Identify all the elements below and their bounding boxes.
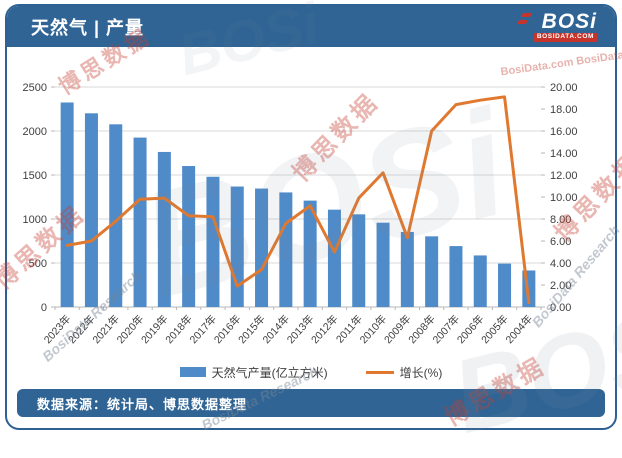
left-tick-label: 0	[41, 302, 47, 314]
logo-text: BOSi	[541, 10, 597, 34]
legend-label-production: 天然气产量(亿立方米)	[211, 365, 328, 380]
x-label-2004年: 2004年	[503, 312, 535, 346]
footer-bar: 数据来源：统计局、博思数据整理	[17, 389, 605, 417]
header-bar: 天然气 | 产量 BOSi BOSIDATA.COM	[7, 6, 615, 47]
bar-series-swatch	[179, 367, 206, 377]
left-axis: 0 500 1000 1500 2000 2500	[23, 82, 55, 314]
bar-2019年	[157, 151, 171, 307]
line-series-swatch	[365, 370, 394, 374]
right-tick-label: 0.00	[550, 302, 571, 314]
left-tick-label: 1500	[23, 170, 47, 182]
x-axis-labels: 2023年2022年2021年2020年2019年2018年2017年2016年…	[41, 312, 535, 346]
left-tick-label: 2500	[23, 82, 47, 94]
bar-2008年	[425, 236, 439, 307]
bar-2016年	[230, 186, 244, 307]
left-tick-label: 2000	[23, 126, 47, 138]
right-tick-label: 14.00	[550, 148, 578, 160]
bar-2011年	[352, 214, 366, 307]
bar-2018年	[182, 166, 196, 307]
right-tick-label: 8.00	[550, 214, 571, 226]
right-tick-label: 2.00	[550, 280, 571, 292]
bar-2012年	[327, 209, 341, 307]
x-axis-ticks	[54, 307, 542, 310]
legend-item-production: 天然气产量(亿立方米)	[179, 364, 328, 381]
bar-2007年	[449, 246, 463, 307]
bar-2017年	[206, 176, 220, 307]
right-axis: 0.00 2.00 4.00 6.00 8.00 10.00 12.00 14.00 16.00…	[541, 82, 578, 314]
right-tick-label: 4.00	[550, 258, 571, 270]
bar-2009年	[400, 231, 414, 307]
right-tick-label: 18.00	[550, 104, 578, 116]
right-tick-label: 6.00	[550, 236, 571, 248]
left-tick-label: 500	[29, 258, 47, 270]
logo-accent-icon	[516, 20, 528, 25]
logo-accent-icon	[520, 13, 532, 18]
bar-2013年	[303, 200, 317, 307]
right-tick-label: 12.00	[550, 170, 578, 182]
bar-2022年	[84, 113, 98, 307]
bar-2005年	[498, 263, 512, 307]
growth-line	[65, 95, 531, 305]
bar-2006年	[473, 255, 487, 307]
production-bars	[60, 102, 536, 307]
bosi-logo: BOSi BOSIDATA.COM	[516, 10, 601, 42]
page-title: 天然气 | 产量	[31, 17, 145, 38]
chart-legend: 天然气产量(亿立方米) 增长(%)	[7, 361, 615, 383]
gridlines	[55, 86, 541, 308]
legend-label-growth: 增长(%)	[399, 365, 443, 380]
right-tick-label: 10.00	[550, 192, 578, 204]
bar-2020年	[133, 137, 147, 307]
x-label-2012年: 2012年	[308, 312, 340, 346]
bar-2021年	[109, 124, 123, 307]
right-tick-label: 16.00	[550, 126, 578, 138]
data-source-text: 数据来源：统计局、博思数据整理	[37, 396, 248, 412]
chart-area: 0 500 1000 1500 2000 2500 0.00 2.00 4.00 6.00 8.00…	[7, 47, 615, 359]
bar-2010年	[376, 222, 390, 307]
left-tick-label: 1000	[23, 214, 47, 226]
right-tick-label: 20.00	[550, 82, 578, 94]
bar-2015年	[255, 188, 269, 307]
bar-2023年	[60, 102, 74, 307]
bar-2014年	[279, 192, 293, 307]
report-card: 天然气 | 产量 BOSi BOSIDATA.COM 0 500 1000 1500 2…	[5, 4, 617, 430]
production-growth-chart: 0 500 1000 1500 2000 2500 0.00 2.00 4.00 6.00 8.00…	[23, 82, 578, 346]
legend-item-growth: 增长(%)	[365, 364, 443, 381]
logo-domain: BOSIDATA.COM	[533, 33, 597, 42]
